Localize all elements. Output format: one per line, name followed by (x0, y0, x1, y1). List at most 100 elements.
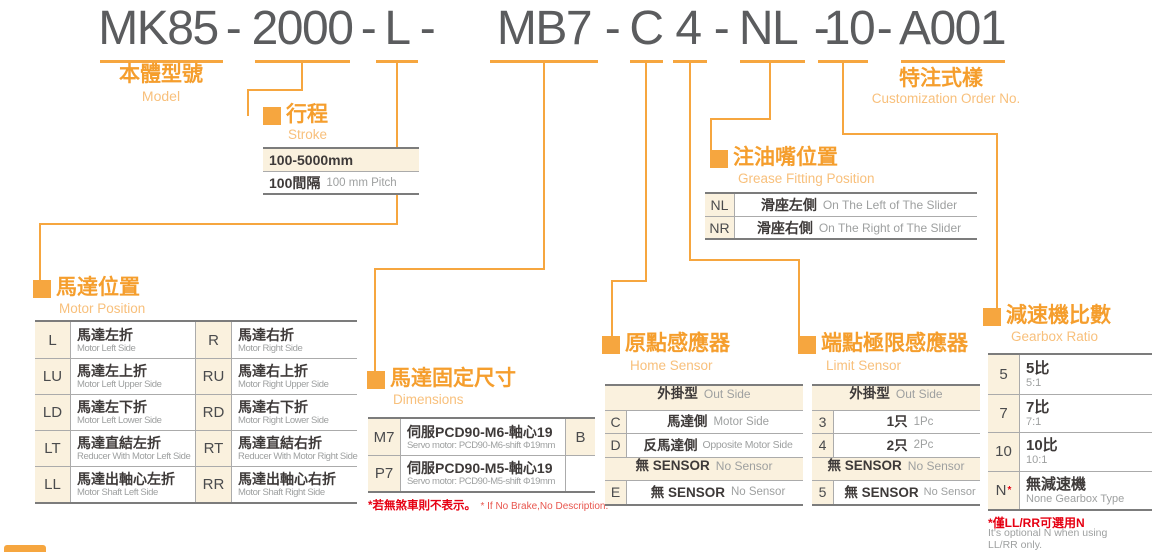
motor-desc-en: Motor Left Upper Side (77, 379, 162, 390)
underline-grease (740, 60, 805, 63)
gearbox-desc-cell: 無減速機 None Gearbox Type (1020, 472, 1152, 510)
dimensions-desc-en: Servo motor: PCD90-M6-shift Φ19mm (407, 439, 556, 451)
limit-sensor-code-cell: 4 (812, 434, 834, 457)
motor-desc-zh: 馬達左下折 (77, 399, 147, 415)
motor-desc-en: Motor Right Lower Side (238, 415, 329, 426)
custom-label-zh: 特注式樣 (899, 67, 983, 90)
table-row: LD 馬達左下折 Motor Left Lower Side RD 馬達右下折 … (35, 394, 357, 430)
section-bullet-icon (798, 336, 816, 354)
motor-code-cell: LD (35, 395, 71, 430)
table-row: LL 馬達出軸心左折 Motor Shaft Left Side RR 馬達出軸… (35, 466, 357, 502)
table-row: N * 無減速機 None Gearbox Type (988, 470, 1152, 510)
desc-zh: 1只 (886, 414, 908, 430)
home-sensor-desc-cell: 無 SENSOR No Sensor (627, 481, 803, 504)
motor-desc-cell: 馬達直結右折 Reducer With Motor Right Side (232, 431, 358, 466)
desc-en: None Gearbox Type (1026, 492, 1125, 505)
grease-desc-en: On The Right of The Slider (818, 220, 962, 235)
limit-sensor-table: 外掛型 Out Side 3 1只 1Pc 4 2只 2Pc 無 SENSOR … (812, 384, 980, 506)
motor-desc-en: Reducer With Motor Right Side (238, 451, 358, 462)
code-dash: - (604, 2, 621, 55)
desc-en: 10:1 (1026, 454, 1048, 467)
limit-sensor-code-cell: 3 (812, 410, 834, 433)
underline-custom (901, 60, 1005, 63)
motor-position-title-zh: 馬達位置 (56, 276, 140, 299)
home-sensor-code-cell: D (605, 434, 627, 457)
home-sensor-code-cell: C (605, 410, 627, 433)
motor-desc-zh: 馬達右下折 (238, 399, 308, 415)
gearbox-title-en: Gearbox Ratio (1011, 329, 1099, 344)
gearbox-desc-cell: 7比 7:1 (1020, 395, 1152, 433)
connector-line (842, 133, 998, 135)
underline-stroke (255, 60, 350, 63)
table-row: 100-5000mm (263, 149, 419, 171)
table-row: E 無 SENSOR No Sensor (605, 480, 803, 504)
underline-dimensions (490, 60, 598, 63)
dimensions-desc-cell: 伺服PCD90-M6-軸心19 Servo motor: PCD90-M6-sh… (401, 419, 565, 455)
underline-limit-sensor (673, 60, 707, 63)
group-header-en: Out Side (703, 387, 751, 401)
dimensions-code-cell: M7 (368, 419, 401, 455)
connector-line (710, 118, 771, 120)
section-bullet-icon (602, 336, 620, 354)
motor-desc-cell: 馬達右折 Motor Right Side (232, 322, 357, 358)
desc-en: No Sensor (923, 486, 976, 499)
motor-desc-en: Motor Shaft Left Side (77, 487, 158, 498)
stroke-title-zh: 行程 (286, 103, 328, 126)
connector-line (247, 89, 249, 116)
table-row: L 馬達左折 Motor Left Side R 馬達右折 Motor Righ… (35, 322, 357, 358)
limit-sensor-desc-cell: 1只 1Pc (834, 411, 980, 434)
code-dash: - (876, 2, 893, 55)
motor-desc-cell: 馬達左上折 Motor Left Upper Side (71, 359, 196, 394)
motor-desc-zh: 馬達出軸心右折 (238, 471, 336, 487)
table-row: 3 1只 1Pc (812, 409, 980, 434)
group-header-en: No Sensor (907, 458, 965, 473)
motor-code-cell: L (35, 322, 71, 358)
stroke-title-en: Stroke (288, 127, 328, 142)
stroke-pitch: 100間隔 100 mm Pitch (263, 172, 397, 193)
motor-desc-en: Reducer With Motor Left Side (77, 451, 191, 462)
home-sensor-title-zh: 原點感應器 (625, 332, 730, 355)
dimensions-desc-en: Servo motor: PCD90-M5-shift Φ19mm (407, 476, 556, 487)
dimensions-desc-zh: 伺服PCD90-M5-軸心19 (407, 460, 553, 476)
grease-code-cell: NL (705, 194, 735, 216)
connector-line (374, 268, 376, 372)
table-row: NR 滑座右側 On The Right of The Slider (705, 216, 977, 238)
motor-desc-en: Motor Left Side (77, 342, 136, 354)
motor-position-table: L 馬達左折 Motor Left Side R 馬達右折 Motor Righ… (35, 320, 358, 504)
underline-motor-position (376, 60, 418, 63)
connector-line (996, 133, 998, 309)
table-row: P7 伺服PCD90-M5-軸心19 Servo motor: PCD90-M5… (368, 455, 595, 491)
table-row: D 反馬達側 Opposite Motor Side (605, 433, 803, 457)
group-header-en: Out Side (895, 387, 943, 401)
page-tab-decoration (4, 545, 46, 552)
stroke-table: 100-5000mm 100間隔 100 mm Pitch (263, 147, 419, 195)
section-bullet-icon (263, 107, 281, 125)
table-group-header: 無 SENSOR No Sensor (605, 456, 803, 480)
code-dash: - (813, 2, 830, 55)
dimensions-note-zh: *若無煞車則不表示。 (368, 500, 476, 512)
grease-table: NL 滑座左側 On The Left of The Slider NR 滑座右… (705, 192, 977, 240)
motor-desc-en: Motor Left Lower Side (77, 415, 162, 426)
motor-desc-en: Motor Shaft Right Side (238, 487, 325, 498)
motor-desc-cell: 馬達出軸心右折 Motor Shaft Right Side (232, 467, 357, 502)
home-sensor-table: 外掛型 Out Side C 馬達側 Motor Side D 反馬達側 Opp… (605, 384, 803, 506)
dimensions-title-en: Dimensions (393, 392, 464, 407)
code-part-motor-position: L (384, 2, 411, 55)
group-header-en: No Sensor (715, 458, 773, 473)
home-sensor-title-en: Home Sensor (630, 358, 713, 373)
connector-line (710, 118, 712, 151)
grease-desc-cell: 滑座右側 On The Right of The Slider (735, 217, 977, 238)
stroke-pitch-en: 100 mm Pitch (326, 176, 397, 189)
underline-home-sensor (630, 60, 663, 63)
connector-line (396, 62, 398, 225)
motor-desc-zh: 馬達直結左折 (77, 435, 161, 451)
section-bullet-icon (33, 280, 51, 298)
dimensions-title-zh: 馬達固定尺寸 (390, 367, 516, 390)
code-dash: - (360, 2, 377, 55)
desc-zh: 5比 (1026, 359, 1050, 377)
dimensions-code-cell: P7 (368, 456, 401, 491)
stroke-pitch-zh: 100間隔 (269, 174, 321, 191)
motor-code-cell: RU (196, 359, 232, 394)
motor-desc-cell: 馬達出軸心左折 Motor Shaft Left Side (71, 467, 196, 502)
